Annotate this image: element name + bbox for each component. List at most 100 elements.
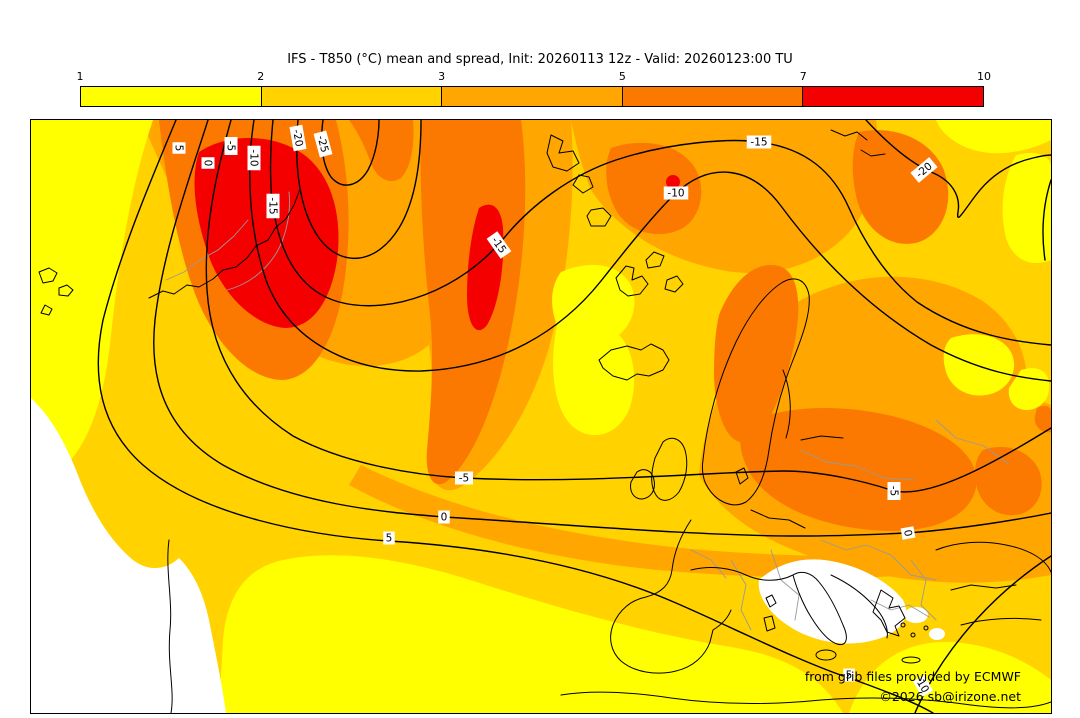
coast-greece bbox=[872, 589, 906, 637]
spread-yellow-west bbox=[31, 120, 153, 470]
coast-scandinavia bbox=[701, 278, 810, 506]
spread-dkorange-east1 bbox=[975, 446, 1042, 516]
svg-text:0: 0 bbox=[202, 160, 214, 167]
spread-white-aegean1 bbox=[904, 607, 928, 623]
contour-label--20: -20 bbox=[289, 124, 307, 152]
svg-text:-20: -20 bbox=[290, 129, 305, 148]
coast-iceland bbox=[598, 343, 670, 381]
spread-fill-layer bbox=[31, 120, 1051, 713]
coast-turkey bbox=[950, 584, 1042, 626]
spread-yellow-east1 bbox=[943, 334, 1015, 396]
svg-text:-10: -10 bbox=[248, 149, 260, 166]
spread-dkorange-east2 bbox=[1034, 405, 1051, 433]
contour-minus10 bbox=[249, 120, 1051, 382]
coast-bothnia bbox=[750, 369, 844, 529]
contour-label-0: 0 bbox=[438, 510, 450, 524]
coast-adriatic bbox=[830, 574, 888, 639]
colorbar-tick-1: 1 bbox=[76, 70, 84, 83]
contour-label-5: 5 bbox=[383, 531, 395, 545]
colorbar-tick-5: 5 bbox=[618, 70, 626, 83]
contour-minus20-ne bbox=[865, 120, 1051, 218]
border-europe1 bbox=[690, 549, 727, 579]
border-europe5 bbox=[910, 559, 937, 621]
coast-ireland bbox=[630, 469, 655, 500]
border-europe4 bbox=[820, 539, 937, 581]
spread-yellow-center bbox=[552, 264, 635, 436]
spread-dkorange-center bbox=[606, 142, 702, 235]
spread-orange-south-band bbox=[349, 465, 986, 578]
colorbar-tick-2: 2 bbox=[257, 70, 265, 83]
colorbar-segment-2-3 bbox=[261, 87, 443, 106]
border-europe7 bbox=[800, 449, 915, 481]
colorbar bbox=[80, 86, 984, 107]
border-europe2 bbox=[730, 559, 752, 631]
contour-label-0: 0 bbox=[201, 157, 215, 169]
coast-aegean-isle2 bbox=[910, 632, 916, 638]
colorbar-tick-10: 10 bbox=[977, 70, 991, 83]
spread-yellow-east2 bbox=[1008, 368, 1050, 411]
spread-white-aegean2 bbox=[929, 628, 945, 640]
coast-uk bbox=[651, 437, 688, 501]
coast-africa bbox=[560, 691, 1051, 709]
svg-text:-5: -5 bbox=[888, 486, 900, 496]
coast-greenland bbox=[148, 188, 301, 299]
spread-dkorange-norway bbox=[714, 264, 799, 443]
spread-white-sw bbox=[31, 398, 226, 713]
contour-label-10: 10 bbox=[912, 674, 934, 698]
spread-red-dot bbox=[666, 175, 680, 189]
coast-aegean-isle3 bbox=[923, 625, 929, 631]
contour-label--5: -5 bbox=[224, 137, 238, 155]
contour-plus10 bbox=[914, 555, 1051, 713]
svg-text:-5: -5 bbox=[225, 141, 237, 151]
coast-biscay-iberia bbox=[610, 519, 732, 674]
border-europe3 bbox=[770, 549, 800, 621]
contour-plus5 bbox=[97, 120, 934, 713]
spread-yellow-ne2 bbox=[1002, 153, 1051, 264]
svg-text:-25: -25 bbox=[315, 134, 331, 154]
spread-red-greenland bbox=[194, 138, 339, 328]
contour-label--5: -5 bbox=[887, 482, 901, 500]
svg-text:-15: -15 bbox=[750, 137, 767, 149]
border-greenland-ice bbox=[226, 191, 290, 291]
colorbar-segment-5-7 bbox=[622, 87, 804, 106]
spread-dkorange-topstreak bbox=[349, 120, 414, 182]
contour-label--10: -10 bbox=[663, 186, 689, 200]
svg-text:5: 5 bbox=[846, 670, 853, 682]
contour-label--25: -25 bbox=[313, 130, 333, 158]
spread-yellow-south bbox=[219, 555, 843, 713]
colorbar-tick-3: 3 bbox=[438, 70, 446, 83]
attribution-copyright: ©2026 sb@irizone.net bbox=[879, 689, 1021, 704]
coast-denmark bbox=[735, 467, 749, 485]
coast-crete bbox=[901, 656, 921, 664]
border-greenland-ice2 bbox=[165, 219, 249, 281]
contour-minus15 bbox=[269, 120, 1051, 346]
colorbar-segment-7-10 bbox=[803, 87, 983, 106]
colorbar-segment-3-5 bbox=[442, 87, 623, 106]
colorbar-tick-7: 7 bbox=[799, 70, 807, 83]
border-europe8 bbox=[935, 419, 1010, 465]
coast-arctic-ne bbox=[830, 129, 886, 157]
contour-label-0: 0 bbox=[900, 526, 916, 540]
attribution-source: from grib files provided by ECMWF bbox=[804, 669, 1021, 684]
contour-label--10: -10 bbox=[247, 145, 261, 171]
contour-minus20-fan bbox=[296, 120, 422, 260]
coastline-layer bbox=[38, 129, 1051, 713]
svg-text:-5: -5 bbox=[459, 473, 469, 485]
svg-text:5: 5 bbox=[386, 533, 393, 545]
svg-text:10: 10 bbox=[914, 677, 931, 695]
contour-label--15: -15 bbox=[266, 193, 280, 219]
chart-title: IFS - T850 (°C) mean and spread, Init: 2… bbox=[287, 52, 793, 67]
contour-label-5: 5 bbox=[843, 668, 855, 682]
coast-arctic-islands bbox=[546, 134, 612, 227]
contour-ne-edge bbox=[1042, 179, 1051, 261]
svg-text:0: 0 bbox=[441, 512, 448, 524]
spread-dkorange-ne bbox=[852, 130, 949, 244]
svg-text:-15: -15 bbox=[267, 197, 279, 214]
coast-islets-west bbox=[38, 267, 74, 316]
spread-dkorange-baltic bbox=[740, 407, 977, 531]
coast-italy bbox=[792, 571, 847, 646]
coast-svalbard bbox=[615, 251, 684, 297]
colorbar-segment-1-2 bbox=[81, 87, 262, 106]
coast-corsica-sardinia bbox=[763, 594, 777, 632]
